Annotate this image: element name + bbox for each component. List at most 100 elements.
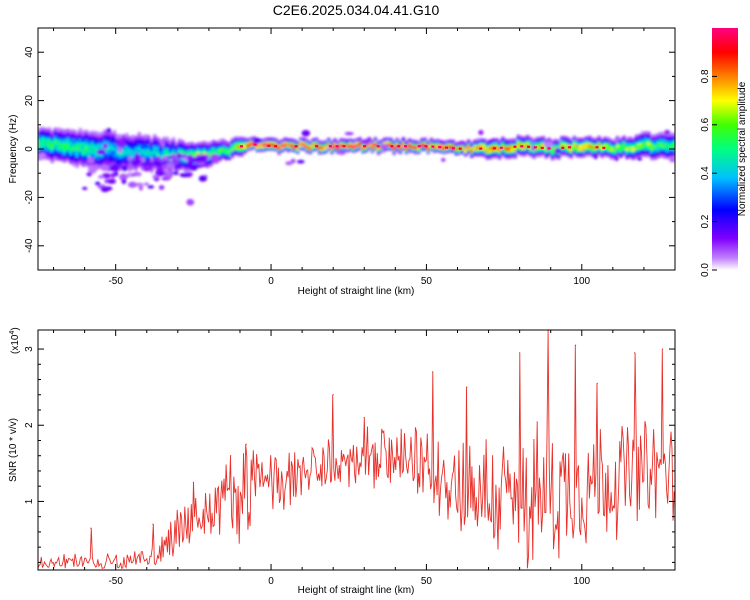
y-tick-label: 40 [24, 46, 35, 58]
heatmap-cell [109, 137, 114, 141]
heatmap-cell [662, 134, 667, 137]
heatmap-cell [560, 148, 564, 152]
heatmap-cell [622, 153, 626, 157]
heatmap-cell [640, 131, 645, 134]
heatmap-cell [656, 136, 661, 139]
heatmap-cell [491, 138, 496, 141]
heatmap-cell [473, 143, 477, 146]
heatmap-cell [547, 139, 552, 142]
heatmap-cell [137, 139, 142, 142]
heatmap-cell [333, 141, 337, 145]
heatmap-cell [473, 144, 477, 148]
heatmap-cell [84, 145, 89, 149]
heatmap-cell [50, 140, 55, 144]
heatmap-cell [528, 136, 533, 140]
heatmap-cell [361, 143, 365, 147]
heatmap-cell [326, 143, 331, 146]
heatmap-cell [650, 136, 654, 139]
heatmap-cell [581, 144, 586, 148]
heatmap-cell [389, 148, 393, 151]
heatmap-cell [131, 156, 135, 160]
colorbar-tick-label: 0.0 [700, 263, 711, 277]
heatmap-cell [370, 146, 375, 150]
heatmap-cell [267, 146, 272, 149]
heatmap-cell [75, 154, 79, 158]
snr-scale-exponent: 4 [9, 331, 16, 335]
heatmap-cell [38, 138, 42, 141]
heatmap-cell [429, 143, 434, 146]
heatmap-cell [640, 147, 645, 150]
heatmap-cell [243, 149, 247, 153]
heatmap-cell [261, 149, 266, 152]
heatmap-cell [311, 149, 316, 152]
heatmap-cell [90, 152, 95, 155]
heatmap-cell [103, 138, 107, 141]
heatmap-cell [87, 142, 92, 145]
heatmap-cell [239, 151, 244, 154]
heatmap-cell [53, 129, 58, 132]
heatmap-cell [500, 141, 505, 145]
heatmap-cell [671, 150, 675, 154]
heatmap-cell [100, 162, 104, 166]
heatmap-cell [218, 139, 222, 142]
heatmap-cell [395, 139, 400, 143]
heatmap-cell [233, 145, 238, 148]
heatmap-cell [538, 138, 542, 141]
heatmap-cell [53, 147, 58, 150]
heatmap-cell [532, 155, 536, 158]
heatmap-cell [202, 140, 207, 144]
heatmap-cell [75, 143, 79, 147]
heatmap-cell [594, 137, 598, 141]
heatmap-cell [528, 154, 533, 158]
heatmap-cell [131, 142, 135, 145]
heatmap-cell [575, 141, 580, 144]
heatmap-cell [90, 141, 95, 144]
heatmap-cell [513, 138, 518, 141]
heatmap-cell [659, 142, 664, 145]
heatmap-cell [146, 151, 151, 154]
heatmap-cell [112, 137, 117, 140]
heatmap-cell [317, 152, 322, 156]
heatmap-cell [121, 152, 126, 155]
heatmap-cell [289, 143, 294, 146]
heatmap-cell [566, 140, 570, 143]
heatmap-cell [65, 135, 70, 139]
heatmap-cell [572, 135, 577, 139]
heatmap-cell [587, 146, 592, 149]
heatmap-cell [199, 148, 204, 152]
heatmap-cell [625, 151, 629, 155]
heatmap-cell [44, 137, 48, 140]
heatmap-cell [90, 143, 95, 146]
heatmap-cell [137, 137, 142, 140]
heatmap-blob [96, 149, 106, 156]
heatmap-cell [184, 143, 188, 146]
heatmap-cell [513, 140, 518, 143]
heatmap-cell [118, 156, 123, 159]
heatmap-cell [47, 127, 52, 130]
heatmap-cell [386, 140, 390, 144]
heatmap-cell [283, 140, 288, 144]
heatmap-cell [131, 147, 135, 150]
heatmap-cell [134, 150, 139, 153]
heatmap-cell [193, 152, 198, 155]
heatmap-cell [152, 134, 157, 137]
heatmap-cell [336, 149, 341, 153]
heatmap-cell [72, 140, 76, 143]
heatmap-cell [597, 151, 602, 155]
heatmap-cell [488, 144, 493, 148]
heatmap-cell [435, 138, 440, 142]
heatmap-cell [100, 140, 104, 144]
heatmap-cell [628, 138, 633, 141]
heatmap-cell [432, 143, 437, 146]
snr-peak-point [363, 417, 365, 419]
heatmap-cell [476, 150, 480, 154]
heatmap-cell [59, 139, 64, 142]
heatmap-cell [653, 157, 657, 161]
heatmap-cell [65, 128, 70, 131]
heatmap-cell [407, 150, 412, 154]
heatmap-cell [100, 157, 104, 160]
heatmap-cell [47, 141, 52, 145]
heatmap-cell [615, 142, 620, 146]
heatmap-cell [479, 148, 483, 152]
heatmap-cell [497, 143, 502, 146]
